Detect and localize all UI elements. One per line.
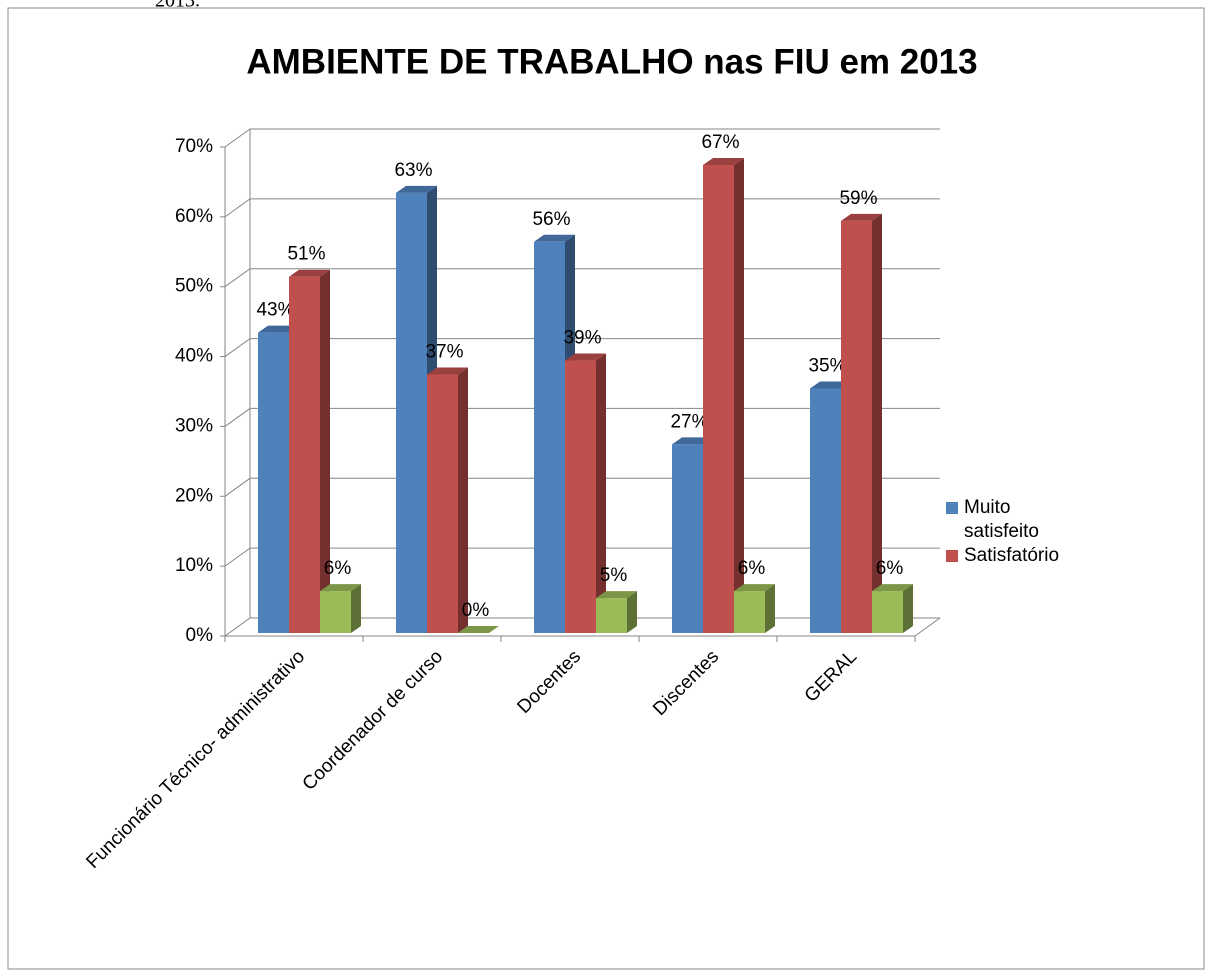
- bar-front: [672, 444, 703, 633]
- value-label: 39%: [563, 328, 601, 349]
- legend-item: Muito satisfeito: [946, 496, 1056, 544]
- y-tick-label: 60%: [175, 206, 213, 227]
- axis-line: [914, 617, 941, 637]
- y-tick-label: 0%: [186, 625, 214, 646]
- value-label: 6%: [738, 558, 766, 579]
- bar: [596, 591, 637, 633]
- value-label: 6%: [876, 558, 904, 579]
- bar-front: [872, 591, 903, 633]
- bar-front: [734, 591, 765, 633]
- bar-side: [596, 353, 606, 633]
- bar-top: [734, 584, 775, 592]
- bar-front: [841, 220, 872, 634]
- bar-top: [396, 185, 437, 193]
- bar-side: [351, 584, 361, 633]
- x-tick-label: Funcionário Técnico- administrativo: [82, 646, 309, 873]
- bar-top: [841, 213, 882, 221]
- x-tick-label: Docentes: [513, 646, 585, 718]
- grid-line: [224, 268, 940, 288]
- value-label: 43%: [256, 300, 294, 321]
- bar: [734, 584, 775, 633]
- y-tick-label: 70%: [175, 136, 213, 157]
- bar: [841, 213, 882, 634]
- y-tick-label: 10%: [175, 555, 213, 576]
- bar: [703, 157, 744, 633]
- y-tick-label: 40%: [175, 346, 213, 367]
- bar-top: [810, 381, 851, 389]
- y-tick-label: 50%: [175, 276, 213, 297]
- legend-swatch: [946, 550, 958, 562]
- value-label: 59%: [839, 188, 877, 209]
- bar-side: [872, 213, 882, 634]
- bar-front: [596, 598, 627, 633]
- bar: [320, 584, 361, 633]
- legend-label: Satisfatório: [964, 545, 1060, 566]
- bar-top: [289, 269, 330, 277]
- x-tick-label: GERAL: [801, 646, 861, 706]
- bar-side: [903, 584, 913, 633]
- bar-top: [672, 437, 713, 445]
- bar-front: [810, 388, 841, 633]
- bar-top: [534, 234, 575, 242]
- legend-label: Muito satisfeito: [964, 497, 1039, 542]
- bar-top: [320, 584, 361, 592]
- bar-top: [703, 157, 744, 165]
- bar-front: [320, 591, 351, 633]
- grid-line: [224, 128, 940, 148]
- bar-front: [565, 360, 596, 633]
- bar: [458, 626, 499, 633]
- bar-front: [534, 241, 565, 634]
- legend-item: Satisfatório: [946, 544, 1060, 568]
- bar-top: [596, 591, 637, 599]
- value-label: 51%: [287, 244, 325, 265]
- bar-side: [734, 157, 744, 633]
- bar: [872, 584, 913, 633]
- value-label: 67%: [701, 132, 739, 153]
- grid-line: [224, 198, 940, 218]
- value-label: 5%: [600, 565, 628, 586]
- bar-front: [703, 164, 734, 633]
- bar-top: [458, 626, 499, 633]
- value-label: 35%: [808, 356, 846, 377]
- bar-top: [427, 367, 468, 375]
- bar-front: [289, 276, 320, 633]
- bar-side: [627, 591, 637, 633]
- legend-swatch: [946, 502, 958, 514]
- value-label: 56%: [532, 209, 570, 230]
- y-tick-label: 30%: [175, 415, 213, 436]
- value-label: 37%: [425, 342, 463, 363]
- chart-title: AMBIENTE DE TRABALHO nas FIU em 2013: [246, 42, 977, 81]
- x-tick-label: Discentes: [649, 646, 723, 720]
- bar-front: [427, 374, 458, 633]
- value-label: 63%: [394, 160, 432, 181]
- y-tick-label: 20%: [175, 485, 213, 506]
- bar-top: [872, 584, 913, 592]
- bar-front: [258, 332, 289, 633]
- value-label: 27%: [670, 411, 708, 432]
- bar-front: [396, 192, 427, 633]
- value-label: 6%: [324, 558, 352, 579]
- note: 2013.: [155, 0, 200, 12]
- value-label: 0%: [462, 600, 490, 621]
- chart-frame: [7, 7, 1205, 970]
- bar-top: [565, 353, 606, 361]
- bar: [289, 269, 330, 633]
- bar: [427, 367, 468, 633]
- bar-side: [320, 269, 330, 633]
- bar-top: [258, 325, 299, 333]
- bar-side: [765, 584, 775, 633]
- bar-side: [458, 367, 468, 633]
- x-tick-label: Coordenador de curso: [299, 646, 448, 795]
- bar: [565, 353, 606, 633]
- legend: Muito satisfeito Satisfatório: [946, 496, 1060, 568]
